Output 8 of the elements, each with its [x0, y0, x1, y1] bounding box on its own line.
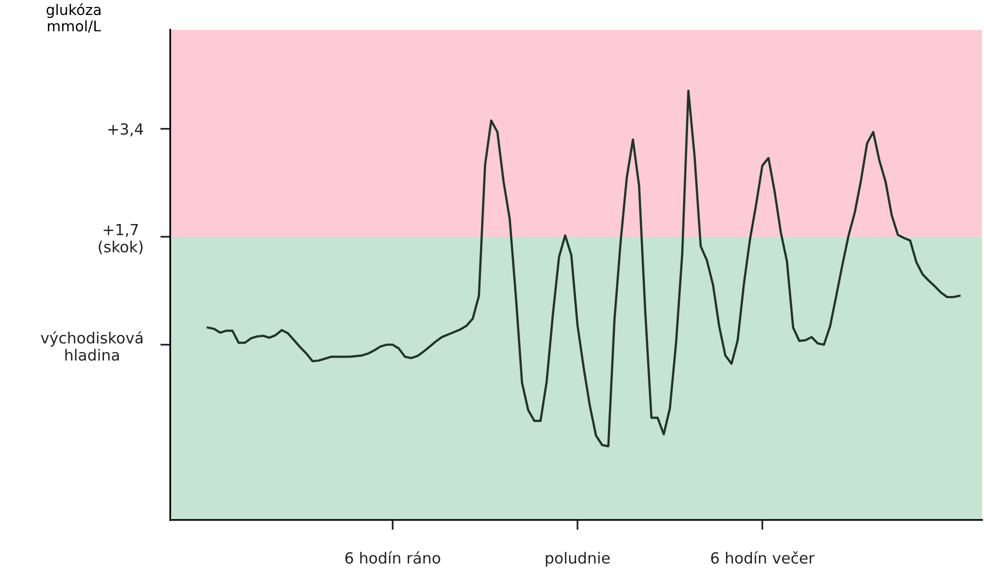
y-tick-label: +3,4	[108, 123, 143, 136]
y-axis-title: glukóza mmol/L	[46, 3, 101, 33]
x-tick-label: poludnie	[546, 552, 610, 567]
x-tick-label: 6 hodín večer	[711, 551, 815, 564]
line-series	[206, 90, 961, 448]
x-tick-label: 6 hodín ráno	[345, 551, 440, 564]
y-tick-label: východisková hladina	[40, 331, 142, 361]
y-tick-label: +1,7 (skok)	[98, 224, 143, 254]
